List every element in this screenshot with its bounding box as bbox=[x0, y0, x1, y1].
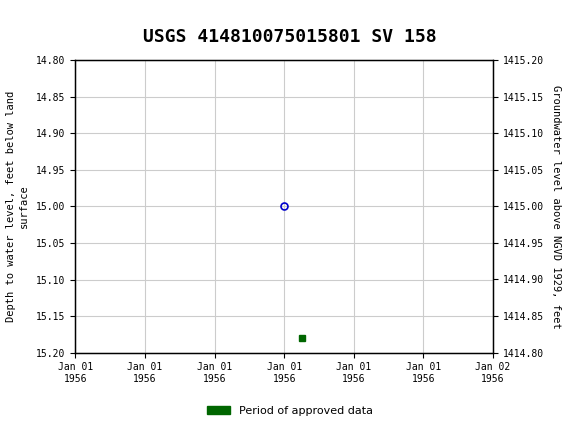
Text: ≡USGS: ≡USGS bbox=[12, 13, 88, 32]
Text: USGS 414810075015801 SV 158: USGS 414810075015801 SV 158 bbox=[143, 28, 437, 46]
Y-axis label: Depth to water level, feet below land
surface: Depth to water level, feet below land su… bbox=[6, 91, 30, 322]
Legend: Period of approved data: Period of approved data bbox=[203, 401, 377, 420]
Y-axis label: Groundwater level above NGVD 1929, feet: Groundwater level above NGVD 1929, feet bbox=[551, 85, 561, 328]
